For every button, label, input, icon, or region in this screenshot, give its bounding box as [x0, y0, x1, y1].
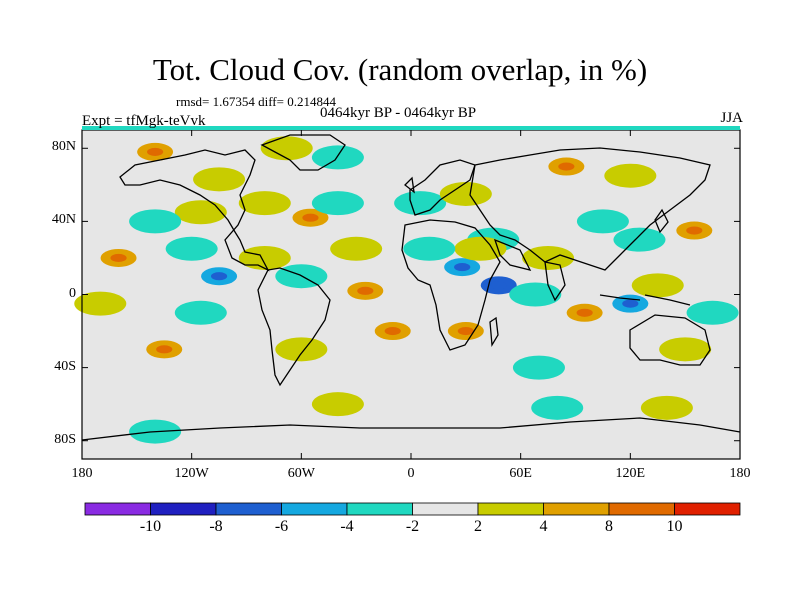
x-tick-label-2: 60W [287, 466, 315, 481]
anomaly-blob-6 [129, 209, 182, 234]
anomaly-blob-30 [522, 245, 575, 270]
anomaly-core-14 [357, 286, 374, 295]
colorbar-label-4: -2 [405, 518, 420, 535]
colorbar-label-5: 2 [474, 518, 482, 535]
anomaly-blob-8 [311, 191, 364, 216]
anomaly-blob-29 [509, 282, 562, 307]
y-tick-label-3: 40S [54, 358, 76, 374]
anomaly-blob-44 [640, 395, 693, 420]
plot-title: Tot. Cloud Cov. (random overlap, in %) [152, 52, 648, 87]
colorbar-label-0: -10 [139, 518, 162, 535]
top-band [82, 126, 740, 130]
anomaly-core-31 [558, 162, 575, 171]
anomaly-blob-17 [174, 300, 227, 325]
anomaly-core-37 [622, 299, 639, 308]
anomaly-blob-38 [686, 300, 739, 325]
anomaly-field [74, 136, 739, 444]
colorbar [84, 502, 741, 516]
anomaly-core-9 [110, 253, 127, 262]
y-tick-label-2: 0 [69, 285, 76, 301]
colorbar-swatch-2 [215, 502, 282, 516]
colorbar-swatch-0 [84, 502, 151, 516]
colorbar-swatch-7 [543, 502, 610, 516]
anomaly-core-28 [457, 327, 474, 336]
anomaly-blob-34 [613, 227, 666, 252]
anomaly-blob-3 [311, 145, 364, 170]
colorbar-label-1: -8 [209, 518, 223, 535]
anomaly-core-39 [576, 308, 593, 317]
anomaly-blob-15 [330, 236, 383, 261]
colorbar-swatch-5 [412, 502, 479, 516]
coastlines [81, 134, 741, 441]
anomaly-blob-2 [260, 136, 313, 161]
anomaly-core-20 [384, 327, 401, 336]
anomaly-core-18 [156, 345, 173, 354]
anomaly-blob-10 [165, 236, 218, 261]
x-tick-label-5: 120E [615, 466, 646, 481]
x-tick-label-0: 180 [71, 466, 93, 481]
y-tick-label-4: 80S [54, 431, 76, 447]
anomaly-core-0 [147, 147, 164, 156]
anomaly-blob-21 [394, 191, 447, 216]
anomaly-blob-22 [439, 181, 492, 206]
anomaly-core-12 [210, 272, 228, 281]
anomaly-blob-33 [576, 209, 629, 234]
anomaly-blob-1 [193, 167, 246, 192]
colorbar-label-8: 10 [666, 518, 683, 535]
colorbar-label-2: -6 [274, 518, 289, 535]
rmsd-stats: rmsd= 1.67354 diff= 0.214844 [176, 94, 336, 109]
colorbar-swatch-4 [346, 502, 413, 516]
anomaly-core-35 [686, 226, 703, 235]
y-tick-label-0: 80N [51, 139, 76, 155]
colorbar-swatch-1 [150, 502, 217, 516]
anomaly-blob-26 [454, 236, 507, 261]
anomaly-blob-27 [403, 236, 456, 261]
colorbar-label-7: 8 [605, 518, 613, 535]
x-tick-label-4: 60E [509, 466, 532, 481]
anomaly-blob-40 [659, 337, 712, 362]
anomaly-blob-5 [174, 200, 227, 225]
anomaly-blob-43 [531, 395, 584, 420]
anomaly-blob-16 [74, 291, 127, 316]
x-tick-label-1: 120W [174, 466, 209, 481]
colorbar-swatch-8 [608, 502, 675, 516]
x-tick-label-6: 180 [729, 466, 751, 481]
anomaly-blob-36 [631, 273, 684, 298]
anomaly-blob-32 [604, 163, 657, 188]
x-ticks [81, 130, 741, 459]
y-ticks [82, 147, 740, 442]
period-label: 0464kyr BP - 0464kyr BP [320, 105, 477, 121]
anomaly-blob-11 [238, 245, 291, 270]
experiment-label: Expt = tfMgk-teVvk [82, 113, 206, 129]
anomaly-blob-19 [275, 337, 328, 362]
y-tick-label-1: 40N [51, 212, 76, 228]
colorbar-swatch-3 [281, 502, 348, 516]
x-tick-label-3: 0 [407, 466, 415, 481]
anomaly-blob-41 [512, 355, 565, 380]
colorbar-label-3: -4 [340, 518, 354, 535]
anomaly-blob-42 [311, 392, 364, 417]
colorbar-label-6: 4 [539, 518, 548, 535]
colorbar-swatch-9 [674, 502, 741, 516]
anomaly-core-24 [454, 263, 471, 272]
anomaly-core-25 [490, 281, 507, 290]
season-label: JJA [720, 110, 743, 126]
colorbar-swatch-6 [477, 502, 544, 516]
anomaly-core-7 [302, 213, 319, 222]
anomaly-blob-4 [238, 191, 291, 216]
